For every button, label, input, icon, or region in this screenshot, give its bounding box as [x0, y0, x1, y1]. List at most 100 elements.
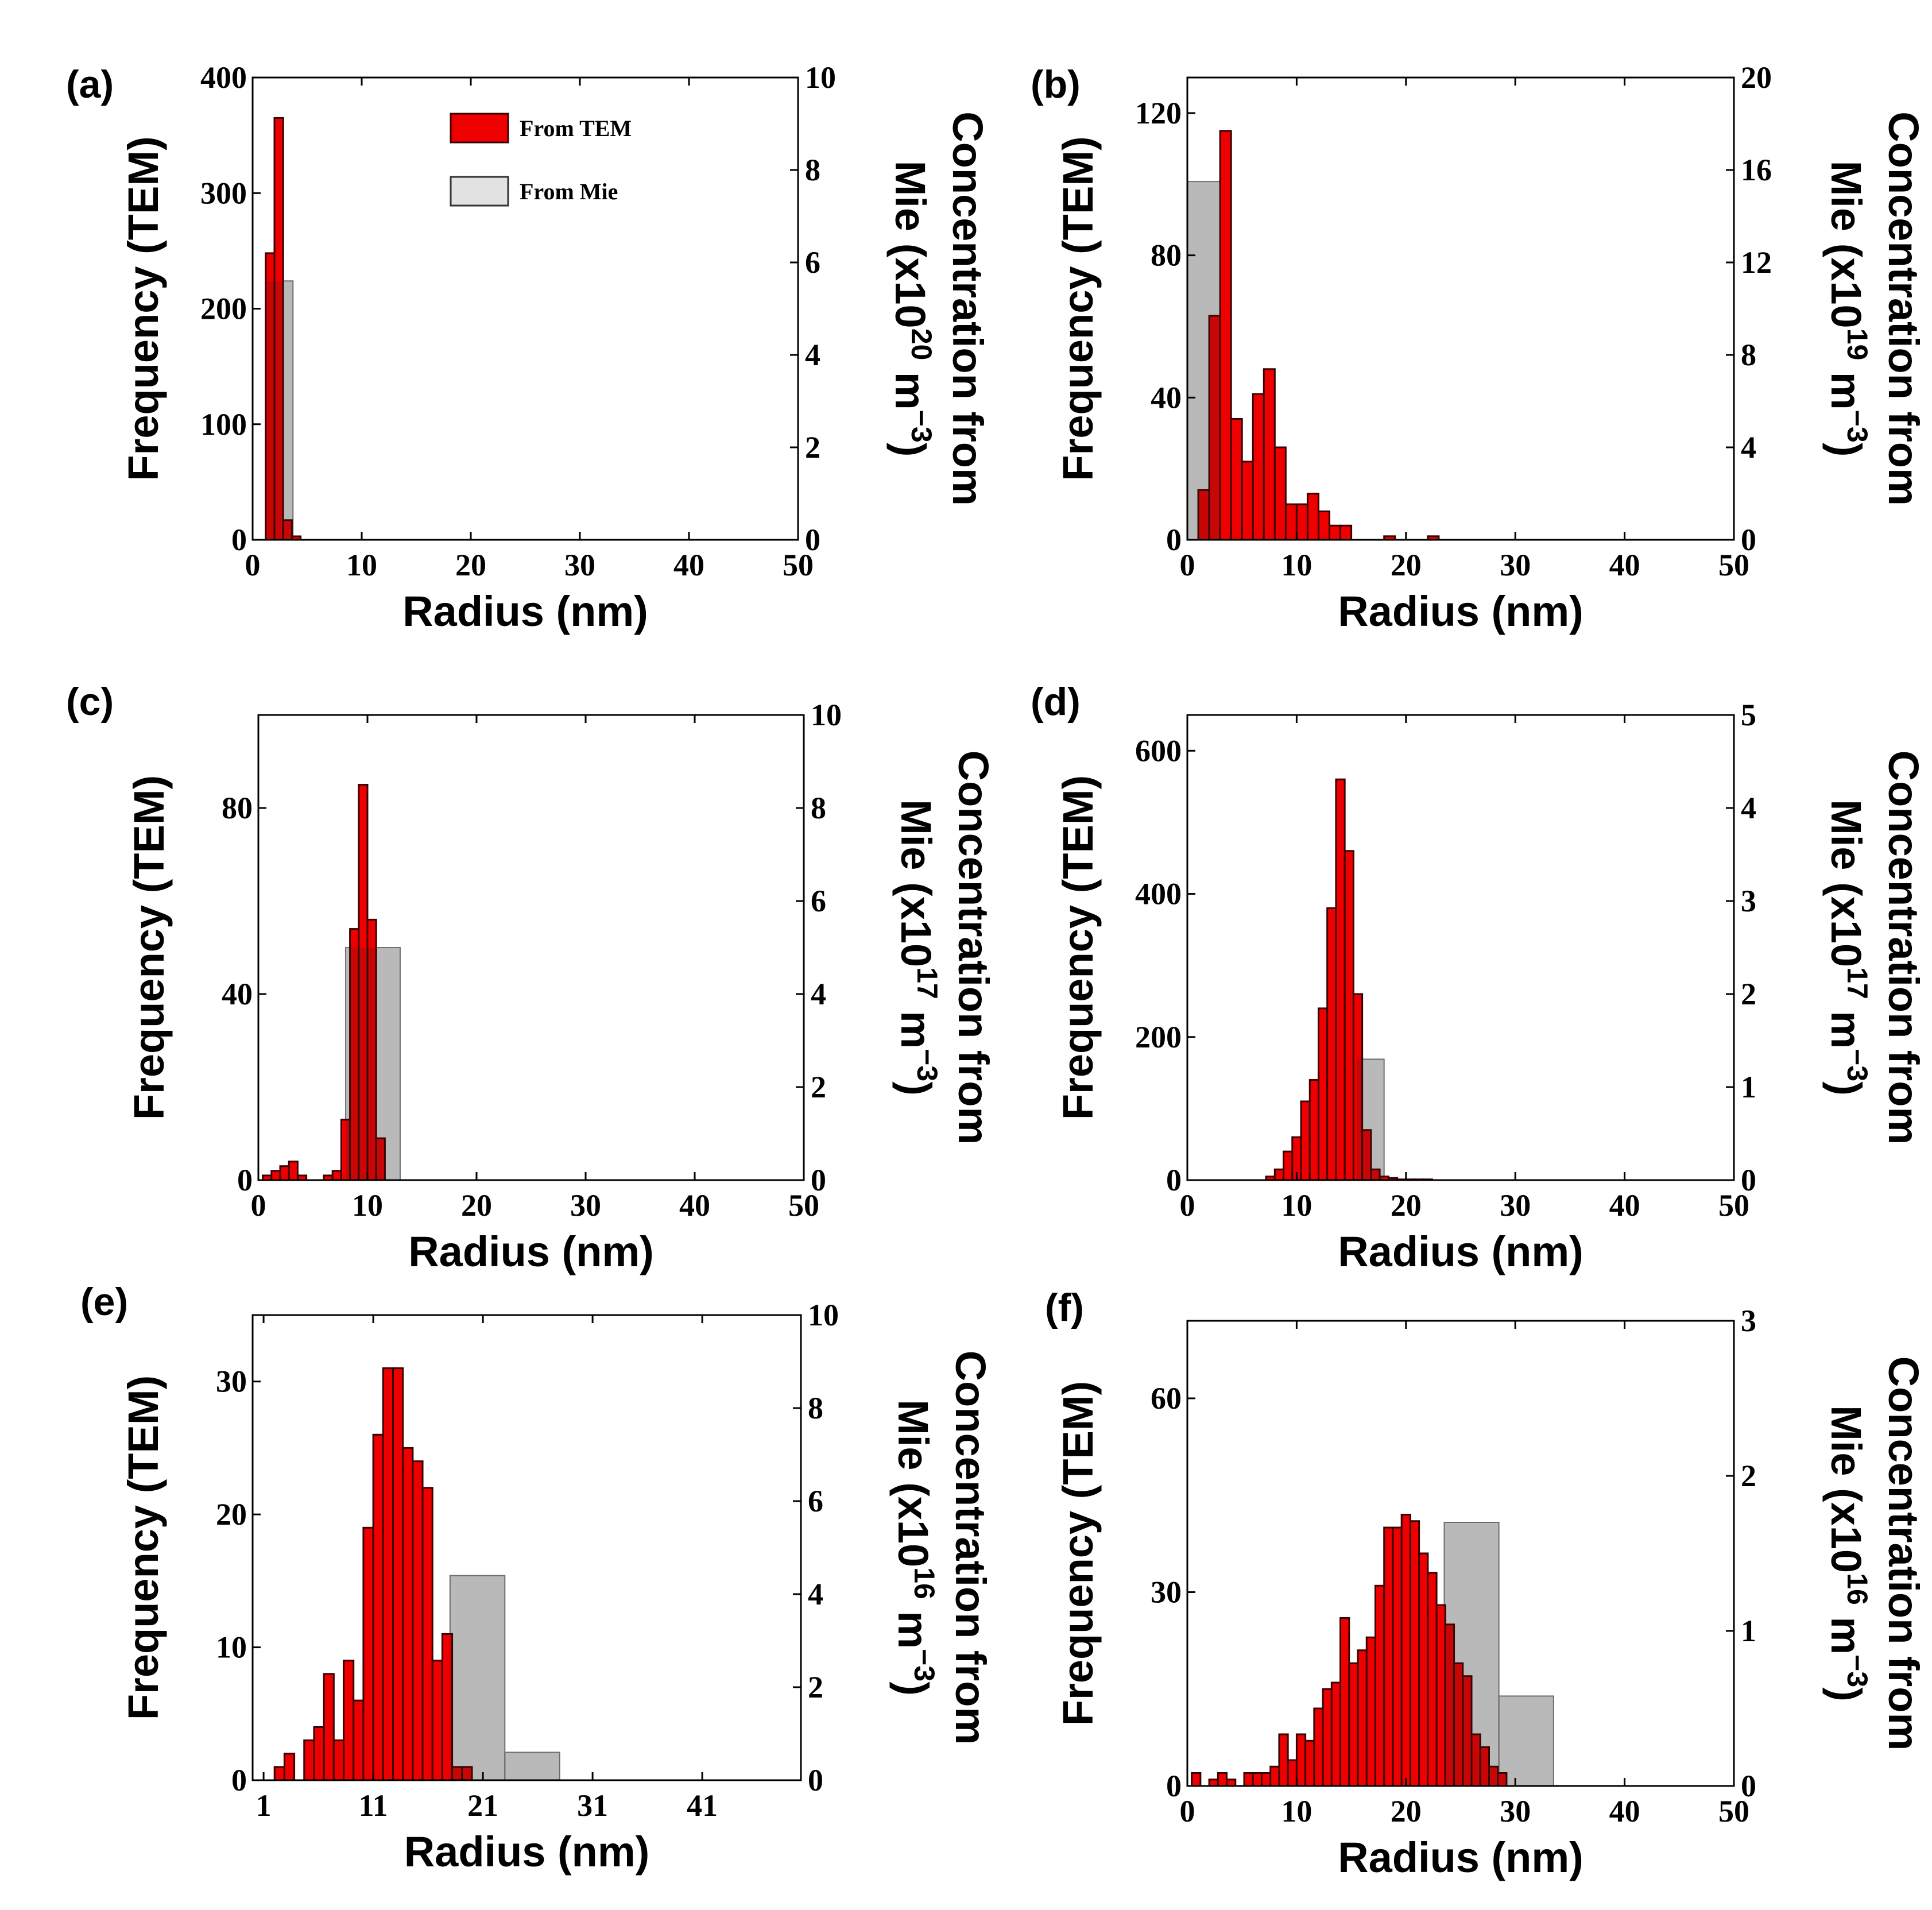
- y2-axis-title-line1: Concentration from: [944, 111, 992, 506]
- x-tick-label: 30: [570, 1188, 601, 1223]
- y-tick-label: 20: [216, 1497, 247, 1532]
- x-axis-title: Radius (nm): [404, 1828, 650, 1876]
- y2-tick-label: 3: [1741, 1304, 1756, 1338]
- x-tick-label: 20: [461, 1188, 492, 1223]
- panel-label: (d): [1031, 680, 1081, 724]
- legend-swatch-tem: [450, 113, 509, 144]
- y2-tick-label: 0: [1741, 1769, 1756, 1803]
- y-axis-title: Frequency (TEM): [119, 1375, 167, 1720]
- y-axis-title: Frequency (TEM): [125, 775, 173, 1120]
- y2-tick-label: 16: [1741, 153, 1772, 187]
- x-tick-label: 50: [1718, 1794, 1749, 1828]
- mie-bar-overlay: [1357, 1059, 1384, 1180]
- x-tick-label: 30: [1500, 548, 1531, 582]
- tem-bar: [372, 1433, 384, 1781]
- tem-bar: [1329, 524, 1342, 541]
- tem-bar: [273, 1766, 285, 1781]
- y2-axis-title-text: Mie (x10: [1822, 799, 1870, 967]
- y2-axis-title-superscript: −3: [908, 1649, 940, 1681]
- y-tick-label: 400: [200, 60, 247, 95]
- tem-bar: [279, 1165, 290, 1181]
- y2-axis-title-text: Mie (x10: [1822, 1405, 1870, 1573]
- x-tick-label: 0: [1180, 1794, 1195, 1828]
- x-tick-label: 40: [1609, 1188, 1640, 1223]
- x-tick-label: 30: [1500, 1794, 1531, 1828]
- tem-bar: [1317, 1007, 1329, 1181]
- x-tick-label: 0: [245, 548, 261, 582]
- y2-axis-title-text: ): [1822, 1081, 1870, 1096]
- tem-bar: [1357, 1649, 1368, 1787]
- panel-a: (a)0 10 20 30 40 5001002003004000246810Radius…: [66, 60, 992, 635]
- x-tick-label: 0: [251, 1188, 266, 1223]
- y2-axis-title-line2: Mie (x1020 m−3): [886, 161, 938, 457]
- y2-axis-title-text: Mie (x10: [886, 161, 934, 328]
- x-tick-label: 31: [577, 1788, 608, 1823]
- y2-tick-label: 1: [1741, 1614, 1756, 1648]
- y2-axis-title-text: ): [1822, 443, 1870, 457]
- legend-swatch-mie: [450, 176, 509, 207]
- y2-axis-title-superscript: −3: [1841, 410, 1873, 443]
- panel-label: (a): [66, 63, 114, 106]
- y2-tick-label: 6: [811, 884, 826, 918]
- y2-tick-label: 4: [811, 977, 826, 1011]
- tem-bar: [1348, 1662, 1359, 1787]
- y2-tick-label: 8: [811, 791, 826, 825]
- mie-bar-overlay: [1187, 181, 1221, 540]
- y2-axis-title-text: m: [1822, 999, 1870, 1049]
- tem-bar: [421, 1487, 433, 1781]
- x-tick-label: 50: [1718, 548, 1749, 582]
- tem-bar: [323, 1673, 335, 1781]
- tem-bar: [362, 1526, 374, 1781]
- tem-bar: [1317, 510, 1331, 541]
- tem-bar: [1269, 1765, 1280, 1787]
- tem-bar: [1260, 1772, 1272, 1787]
- tem-bar: [1322, 1688, 1333, 1787]
- tem-bar: [1435, 1604, 1446, 1787]
- tem-bar: [1295, 503, 1308, 541]
- plot-frame: [251, 1314, 802, 1781]
- x-axis-title: Radius (nm): [1338, 587, 1583, 635]
- y2-tick-label: 2: [805, 430, 820, 465]
- tem-bar: [431, 1660, 443, 1781]
- x-tick-label: 40: [1609, 548, 1640, 582]
- y2-tick-label: 10: [811, 698, 842, 732]
- tem-bar: [1243, 1772, 1254, 1787]
- panel-label: (c): [66, 680, 114, 724]
- y2-axis-title-line2: Mie (x1016 m−3): [889, 1399, 940, 1696]
- x-tick-label: 10: [1281, 1794, 1312, 1828]
- y2-tick-label: 8: [805, 153, 820, 187]
- y2-axis-title-superscript: 19: [1841, 328, 1873, 361]
- y2-axis-title-text: ): [886, 443, 934, 457]
- tem-bar: [1284, 503, 1298, 541]
- x-tick-label: 1: [256, 1788, 272, 1823]
- x-tick-label: 40: [679, 1188, 710, 1223]
- tem-bar: [1273, 446, 1287, 541]
- y2-axis-title-superscript: −3: [1841, 1049, 1873, 1081]
- y2-axis-title-superscript: 16: [1841, 1573, 1873, 1605]
- y2-axis-title-line2: Mie (x1016 m−3): [1822, 1405, 1873, 1702]
- y2-axis-title-text: ): [892, 1081, 940, 1096]
- y-tick-label: 10: [216, 1630, 247, 1665]
- y2-axis-title-text: m: [892, 999, 940, 1049]
- tem-bar: [270, 1170, 281, 1181]
- tem-bar: [1273, 1168, 1285, 1181]
- tem-bar: [1230, 417, 1243, 541]
- y2-axis-title-line1: Concentration from: [1880, 1356, 1927, 1751]
- y2-tick-label: 6: [808, 1484, 823, 1518]
- y2-axis-title-superscript: −3: [911, 1049, 943, 1081]
- y2-axis-title-text: m: [886, 360, 934, 409]
- tem-bar: [353, 1699, 365, 1781]
- y2-tick-label: 8: [1741, 338, 1756, 372]
- tem-bar: [402, 1447, 414, 1781]
- tem-bar: [1208, 1778, 1219, 1787]
- x-axis-title: Radius (nm): [1338, 1228, 1583, 1275]
- y2-tick-label: 0: [805, 523, 820, 557]
- y-tick-label: 300: [200, 176, 247, 210]
- y2-tick-label: 6: [805, 245, 820, 280]
- tem-bar: [1409, 1520, 1420, 1787]
- y2-tick-label: 2: [1741, 977, 1756, 1011]
- y-axis-title: Frequency (TEM): [119, 136, 167, 481]
- x-tick-label: 50: [783, 548, 814, 582]
